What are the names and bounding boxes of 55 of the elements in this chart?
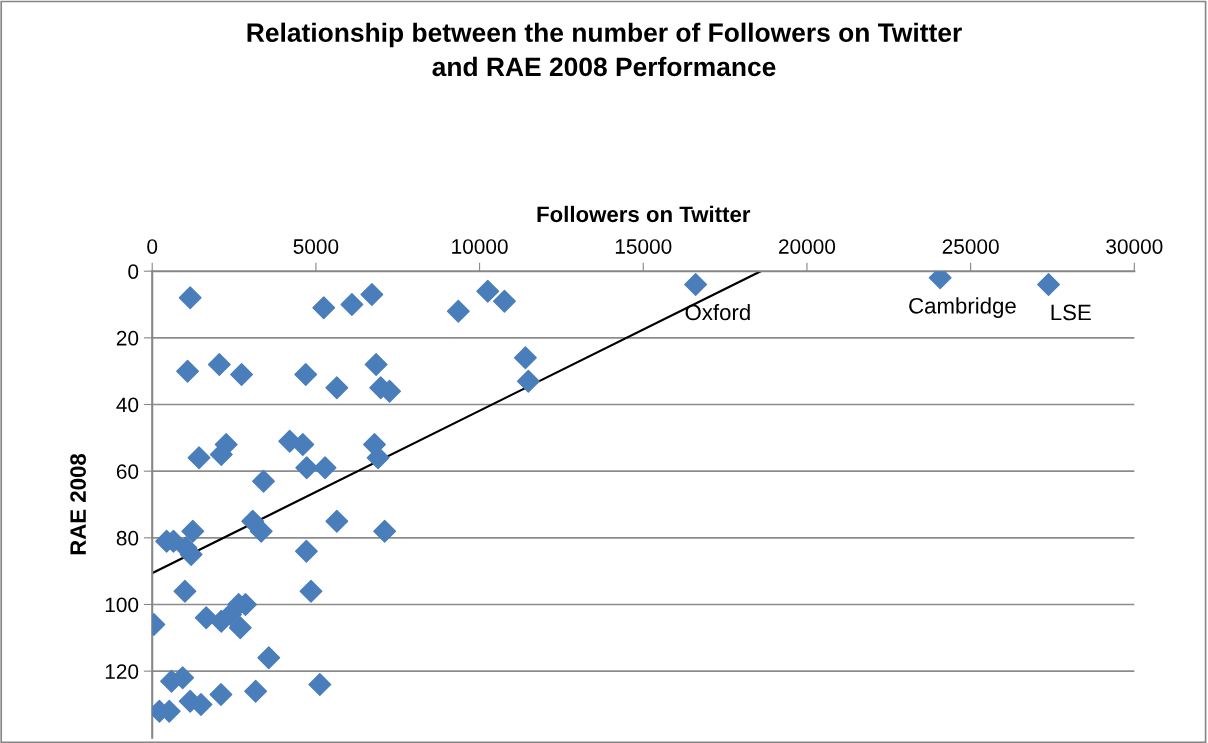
point bbox=[340, 293, 364, 316]
point bbox=[176, 359, 200, 383]
point bbox=[291, 433, 315, 456]
point bbox=[308, 673, 332, 696]
point bbox=[173, 579, 197, 603]
annotation: LSE bbox=[1051, 304, 1091, 321]
y-tick-label: 100 bbox=[105, 597, 139, 613]
point bbox=[493, 289, 516, 313]
point bbox=[360, 283, 384, 306]
y-tick-label: 60 bbox=[116, 464, 139, 479]
x-tick-label: 25000 bbox=[942, 239, 999, 254]
point bbox=[295, 456, 319, 480]
point bbox=[476, 279, 500, 303]
point bbox=[249, 519, 273, 543]
x-tick-label: 30000 bbox=[1106, 239, 1163, 254]
point bbox=[178, 286, 202, 310]
point bbox=[207, 353, 231, 376]
annotation: Oxford bbox=[685, 303, 750, 321]
y-axis-title: RAE 2008 bbox=[70, 453, 86, 555]
point bbox=[373, 519, 397, 543]
point bbox=[313, 456, 337, 480]
point bbox=[209, 683, 233, 706]
point bbox=[513, 346, 537, 370]
point bbox=[294, 363, 318, 386]
point bbox=[299, 579, 323, 603]
point bbox=[684, 273, 708, 296]
point bbox=[230, 363, 254, 386]
point bbox=[187, 446, 211, 470]
x-tick-label: 10000 bbox=[452, 239, 508, 254]
point bbox=[1037, 273, 1060, 296]
y-tick-label: 80 bbox=[116, 530, 139, 546]
point bbox=[364, 353, 388, 376]
x-tick-label: 0 bbox=[147, 239, 158, 254]
point bbox=[516, 369, 540, 393]
x-axis-title: Followers on Twitter bbox=[537, 205, 751, 223]
point bbox=[252, 469, 275, 493]
point bbox=[366, 446, 390, 470]
y-tick-label: 120 bbox=[105, 664, 139, 679]
y-tick-label: 40 bbox=[116, 397, 139, 413]
y-tick-label: 20 bbox=[116, 330, 139, 346]
chart-title: Relationship between the number of Followers on Twitter and RAE 2008 Performance bbox=[247, 22, 962, 77]
point bbox=[312, 296, 336, 320]
point bbox=[446, 299, 470, 323]
point bbox=[244, 679, 268, 703]
x-tick-label: 5000 bbox=[293, 239, 339, 254]
point bbox=[294, 539, 318, 563]
point bbox=[325, 376, 349, 400]
point bbox=[257, 646, 281, 670]
point bbox=[181, 519, 205, 543]
annotation: Cambridge bbox=[909, 297, 1016, 319]
x-tick-label: 15000 bbox=[615, 239, 672, 254]
point bbox=[228, 616, 252, 640]
point bbox=[325, 509, 349, 533]
x-tick-label: 20000 bbox=[779, 239, 836, 254]
y-tick-label: 0 bbox=[128, 264, 139, 279]
